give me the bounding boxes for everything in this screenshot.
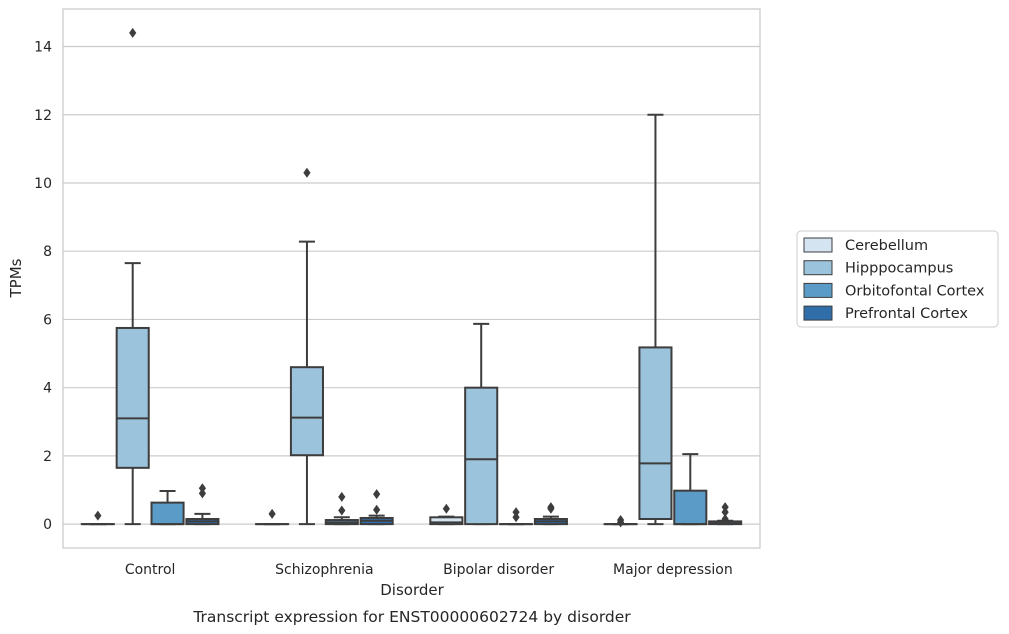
legend-frame: [796, 230, 999, 328]
outlier-point: [338, 491, 346, 502]
box-cerebellum: [255, 508, 290, 526]
x-tick-label: Bipolar disorder: [443, 562, 554, 578]
y-tick-label: 14: [34, 40, 52, 56]
legend-swatch: [803, 305, 833, 321]
gridlines: [63, 45, 760, 525]
legend-label: Prefrontal Cortex: [845, 306, 968, 322]
outlier-point: [373, 489, 381, 500]
box-iqr: [673, 489, 708, 526]
legend-swatch: [803, 260, 833, 276]
box-iqr: [429, 516, 464, 526]
boxes: [80, 27, 743, 528]
outlier-point: [198, 488, 206, 499]
legend-swatch: [803, 237, 833, 253]
outlier-point: [512, 507, 520, 518]
legend-swatch: [803, 282, 833, 298]
outlier-point: [198, 483, 206, 494]
box-prefrontal-cortex: [359, 489, 394, 526]
x-tick-labels: Control Schizophrenia Bipolar disorder Majo…: [125, 562, 733, 578]
box-iqr: [150, 501, 185, 526]
box-orbitofontal-cortex: [499, 507, 534, 526]
box-orbitofontal-cortex: [673, 453, 708, 526]
x-axis-label: Disorder: [380, 581, 444, 599]
box-hipppocampus: [464, 322, 499, 526]
y-tick-label: 8: [43, 244, 52, 260]
outlier-point: [547, 503, 555, 514]
box-iqr: [115, 326, 150, 469]
box-orbitofontal-cortex: [150, 490, 185, 526]
x-tick-label: Control: [125, 562, 176, 578]
outlier-point: [721, 507, 729, 518]
box-cerebellum: [429, 503, 464, 526]
box-cerebellum: [603, 515, 638, 528]
legend-label: Orbitofontal Cortex: [845, 283, 985, 299]
chart-caption: Transcript expression for ENST0000060272…: [192, 608, 631, 626]
box-iqr: [289, 366, 324, 457]
box-cerebellum: [80, 510, 115, 526]
legend: Cerebellum Hipppocampus Orbitofontal Corte…: [796, 230, 999, 328]
y-tick-label: 2: [43, 449, 52, 465]
box-orbitofontal-cortex: [324, 491, 359, 526]
box-hipppocampus: [289, 167, 324, 526]
y-axis-label: TPMs: [7, 258, 25, 298]
outlier-point: [94, 510, 102, 521]
legend-label: Hipppocampus: [845, 261, 953, 277]
box-prefrontal-cortex: [708, 502, 743, 526]
box-hipppocampus: [115, 27, 150, 526]
y-tick-label: 12: [34, 108, 52, 124]
outlier-point: [268, 508, 276, 519]
box-hipppocampus: [638, 113, 673, 526]
outlier-point: [617, 517, 625, 528]
outlier-point: [442, 503, 450, 514]
y-tick-label: 10: [34, 176, 52, 192]
outlier-point: [129, 27, 137, 38]
box-iqr: [638, 346, 673, 521]
outlier-point: [512, 512, 520, 523]
y-tick-label: 6: [43, 312, 52, 328]
box-prefrontal-cortex: [185, 483, 220, 526]
y-tick-label: 0: [43, 517, 52, 533]
outlier-point: [338, 505, 346, 516]
outlier-point: [721, 514, 729, 525]
x-tick-label: Schizophrenia: [275, 562, 373, 578]
box-iqr: [464, 386, 499, 526]
plot-area-frame: [62, 8, 761, 549]
outlier-point: [373, 504, 381, 515]
outlier-point: [721, 502, 729, 513]
y-tick-labels: 0 2 4 6 8 10 12 14: [34, 40, 52, 534]
outlier-point: [303, 167, 311, 178]
box-prefrontal-cortex: [533, 502, 568, 526]
legend-label: Cerebellum: [845, 238, 928, 254]
y-tick-label: 4: [43, 381, 52, 397]
x-tick-label: Major depression: [613, 562, 733, 578]
